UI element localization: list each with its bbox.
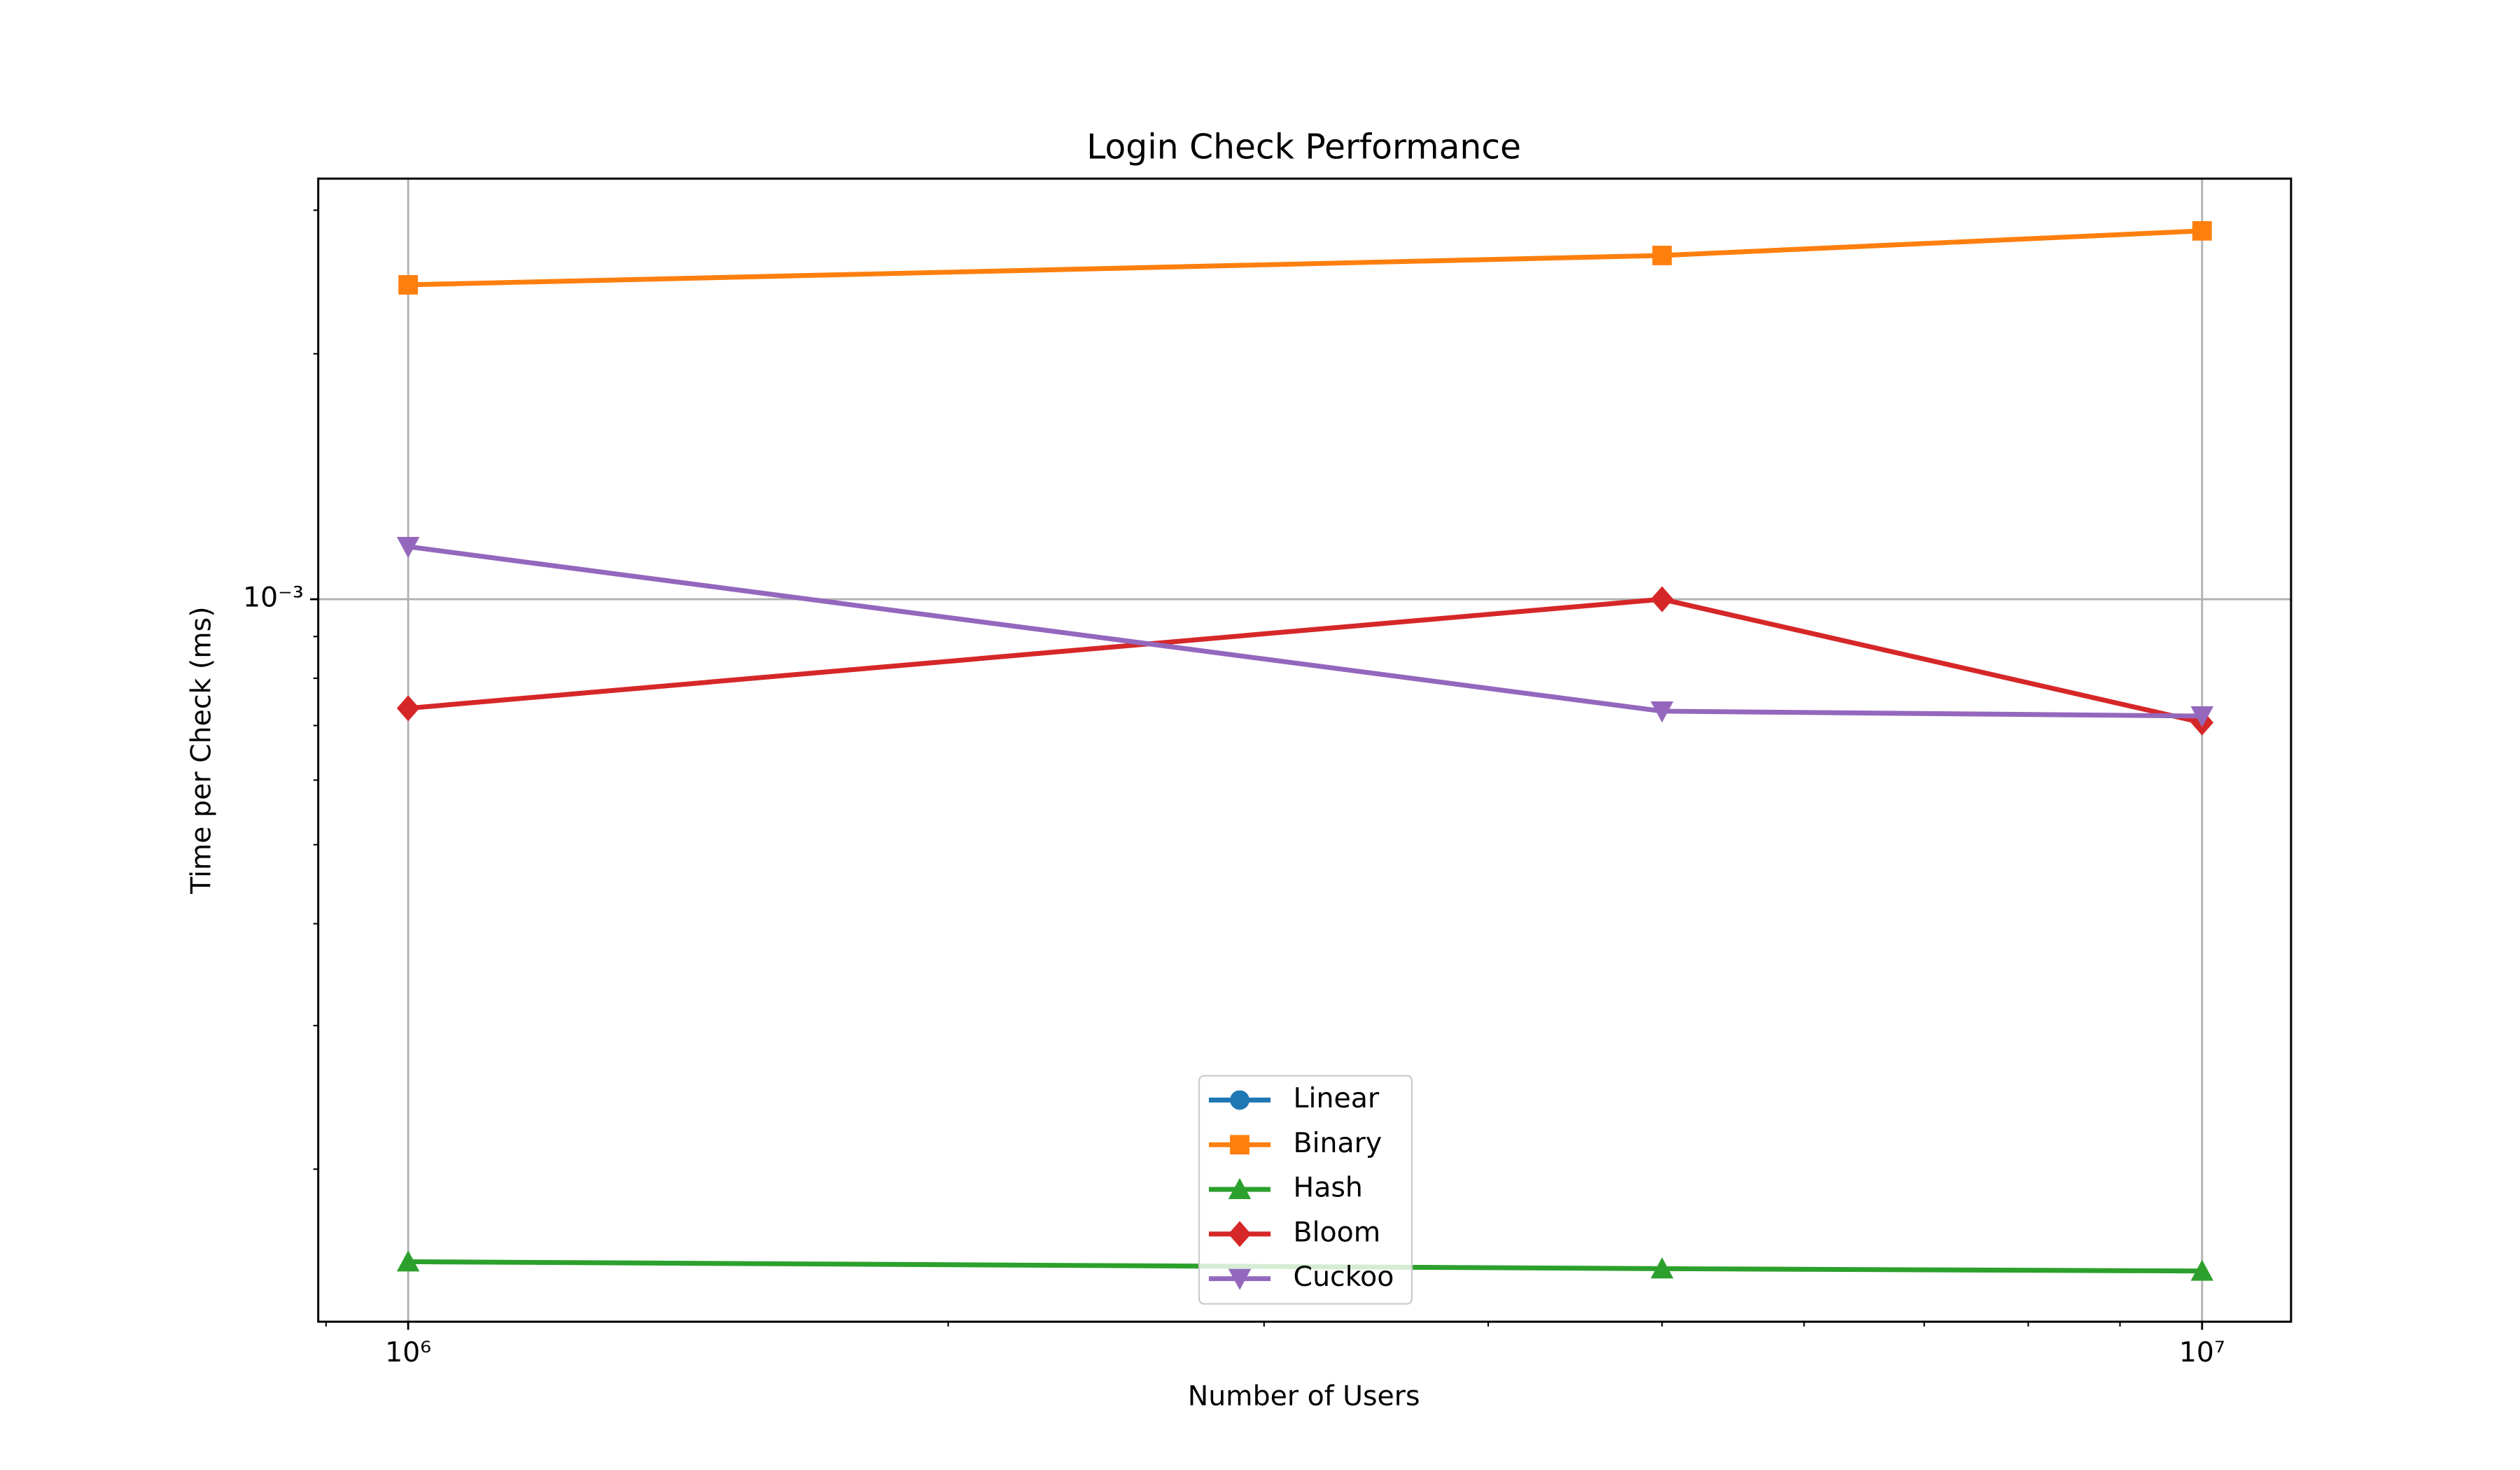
plot-frame: [317, 177, 2292, 1323]
marker: [398, 274, 419, 295]
marker: [2192, 220, 2212, 241]
marker: [1228, 1221, 1252, 1247]
legend-label: Binary: [1294, 1127, 1382, 1159]
y-tick-label: 10⁻³: [243, 582, 304, 614]
marker: [1651, 1257, 1674, 1279]
marker: [396, 537, 420, 559]
marker: [1652, 246, 1672, 265]
marker: [1228, 1177, 1252, 1200]
marker: [1230, 1090, 1250, 1110]
marker: [1651, 586, 1674, 612]
x-tick-label: 10⁶: [385, 1336, 431, 1368]
x-axis-label: Number of Users: [1188, 1380, 1420, 1413]
series-line: [407, 596, 2203, 725]
marker: [1230, 1135, 1250, 1155]
marker: [396, 1250, 420, 1272]
marker: [396, 695, 420, 722]
legend-label: Bloom: [1294, 1216, 1381, 1248]
legend-label: Cuckoo: [1294, 1261, 1394, 1293]
marker: [1651, 701, 1674, 723]
y-axis-label: Time per Check (ms): [185, 606, 217, 895]
legend-label: Linear: [1294, 1082, 1380, 1114]
legend-label: Hash: [1294, 1172, 1363, 1204]
chart-title: Login Check Performance: [1086, 127, 1521, 167]
marker: [1228, 1268, 1252, 1290]
marker: [2190, 1259, 2214, 1281]
legend: Linear Binary Hash Bloom Cuckoo: [1198, 1074, 1413, 1305]
x-tick-label: 10⁷: [2179, 1336, 2225, 1368]
series-line: [408, 228, 2202, 288]
marker: [2190, 706, 2214, 728]
legend-box: [1198, 1074, 1413, 1305]
